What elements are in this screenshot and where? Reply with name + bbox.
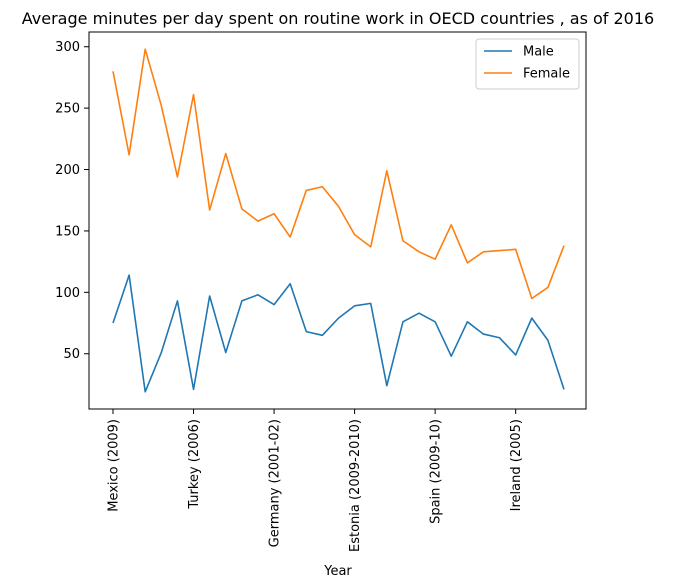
y-tick-label: 50 bbox=[63, 347, 80, 362]
chart-title: Average minutes per day spent on routine… bbox=[22, 9, 654, 28]
y-tick-label: 150 bbox=[55, 224, 80, 239]
y-tick-label: 100 bbox=[55, 286, 80, 301]
x-tick-label: Germany (2001-02) bbox=[268, 419, 283, 547]
x-tick-label: Estonia (2009-2010) bbox=[348, 419, 363, 552]
legend-label-female: Female bbox=[523, 67, 570, 82]
x-axis-label: Year bbox=[323, 564, 352, 579]
series-line-female bbox=[112, 48, 565, 300]
plot-frame bbox=[88, 31, 587, 410]
y-tick-label: 300 bbox=[55, 40, 80, 55]
x-tick-label: Spain (2009-10) bbox=[429, 419, 444, 524]
series-line-male bbox=[112, 274, 565, 393]
x-tick-label: Turkey (2006) bbox=[187, 419, 202, 510]
plot-area: 50 100 150 200 250 300 Mexico (2009) Turkey (20… bbox=[55, 31, 587, 552]
x-tick-label: Ireland (2005) bbox=[509, 419, 524, 511]
y-tick-label: 250 bbox=[55, 102, 80, 117]
legend-label-male: Male bbox=[523, 45, 554, 60]
y-tick-label: 200 bbox=[55, 163, 80, 178]
x-tick-label: Mexico (2009) bbox=[107, 419, 122, 512]
legend: Male Female bbox=[475, 38, 580, 90]
